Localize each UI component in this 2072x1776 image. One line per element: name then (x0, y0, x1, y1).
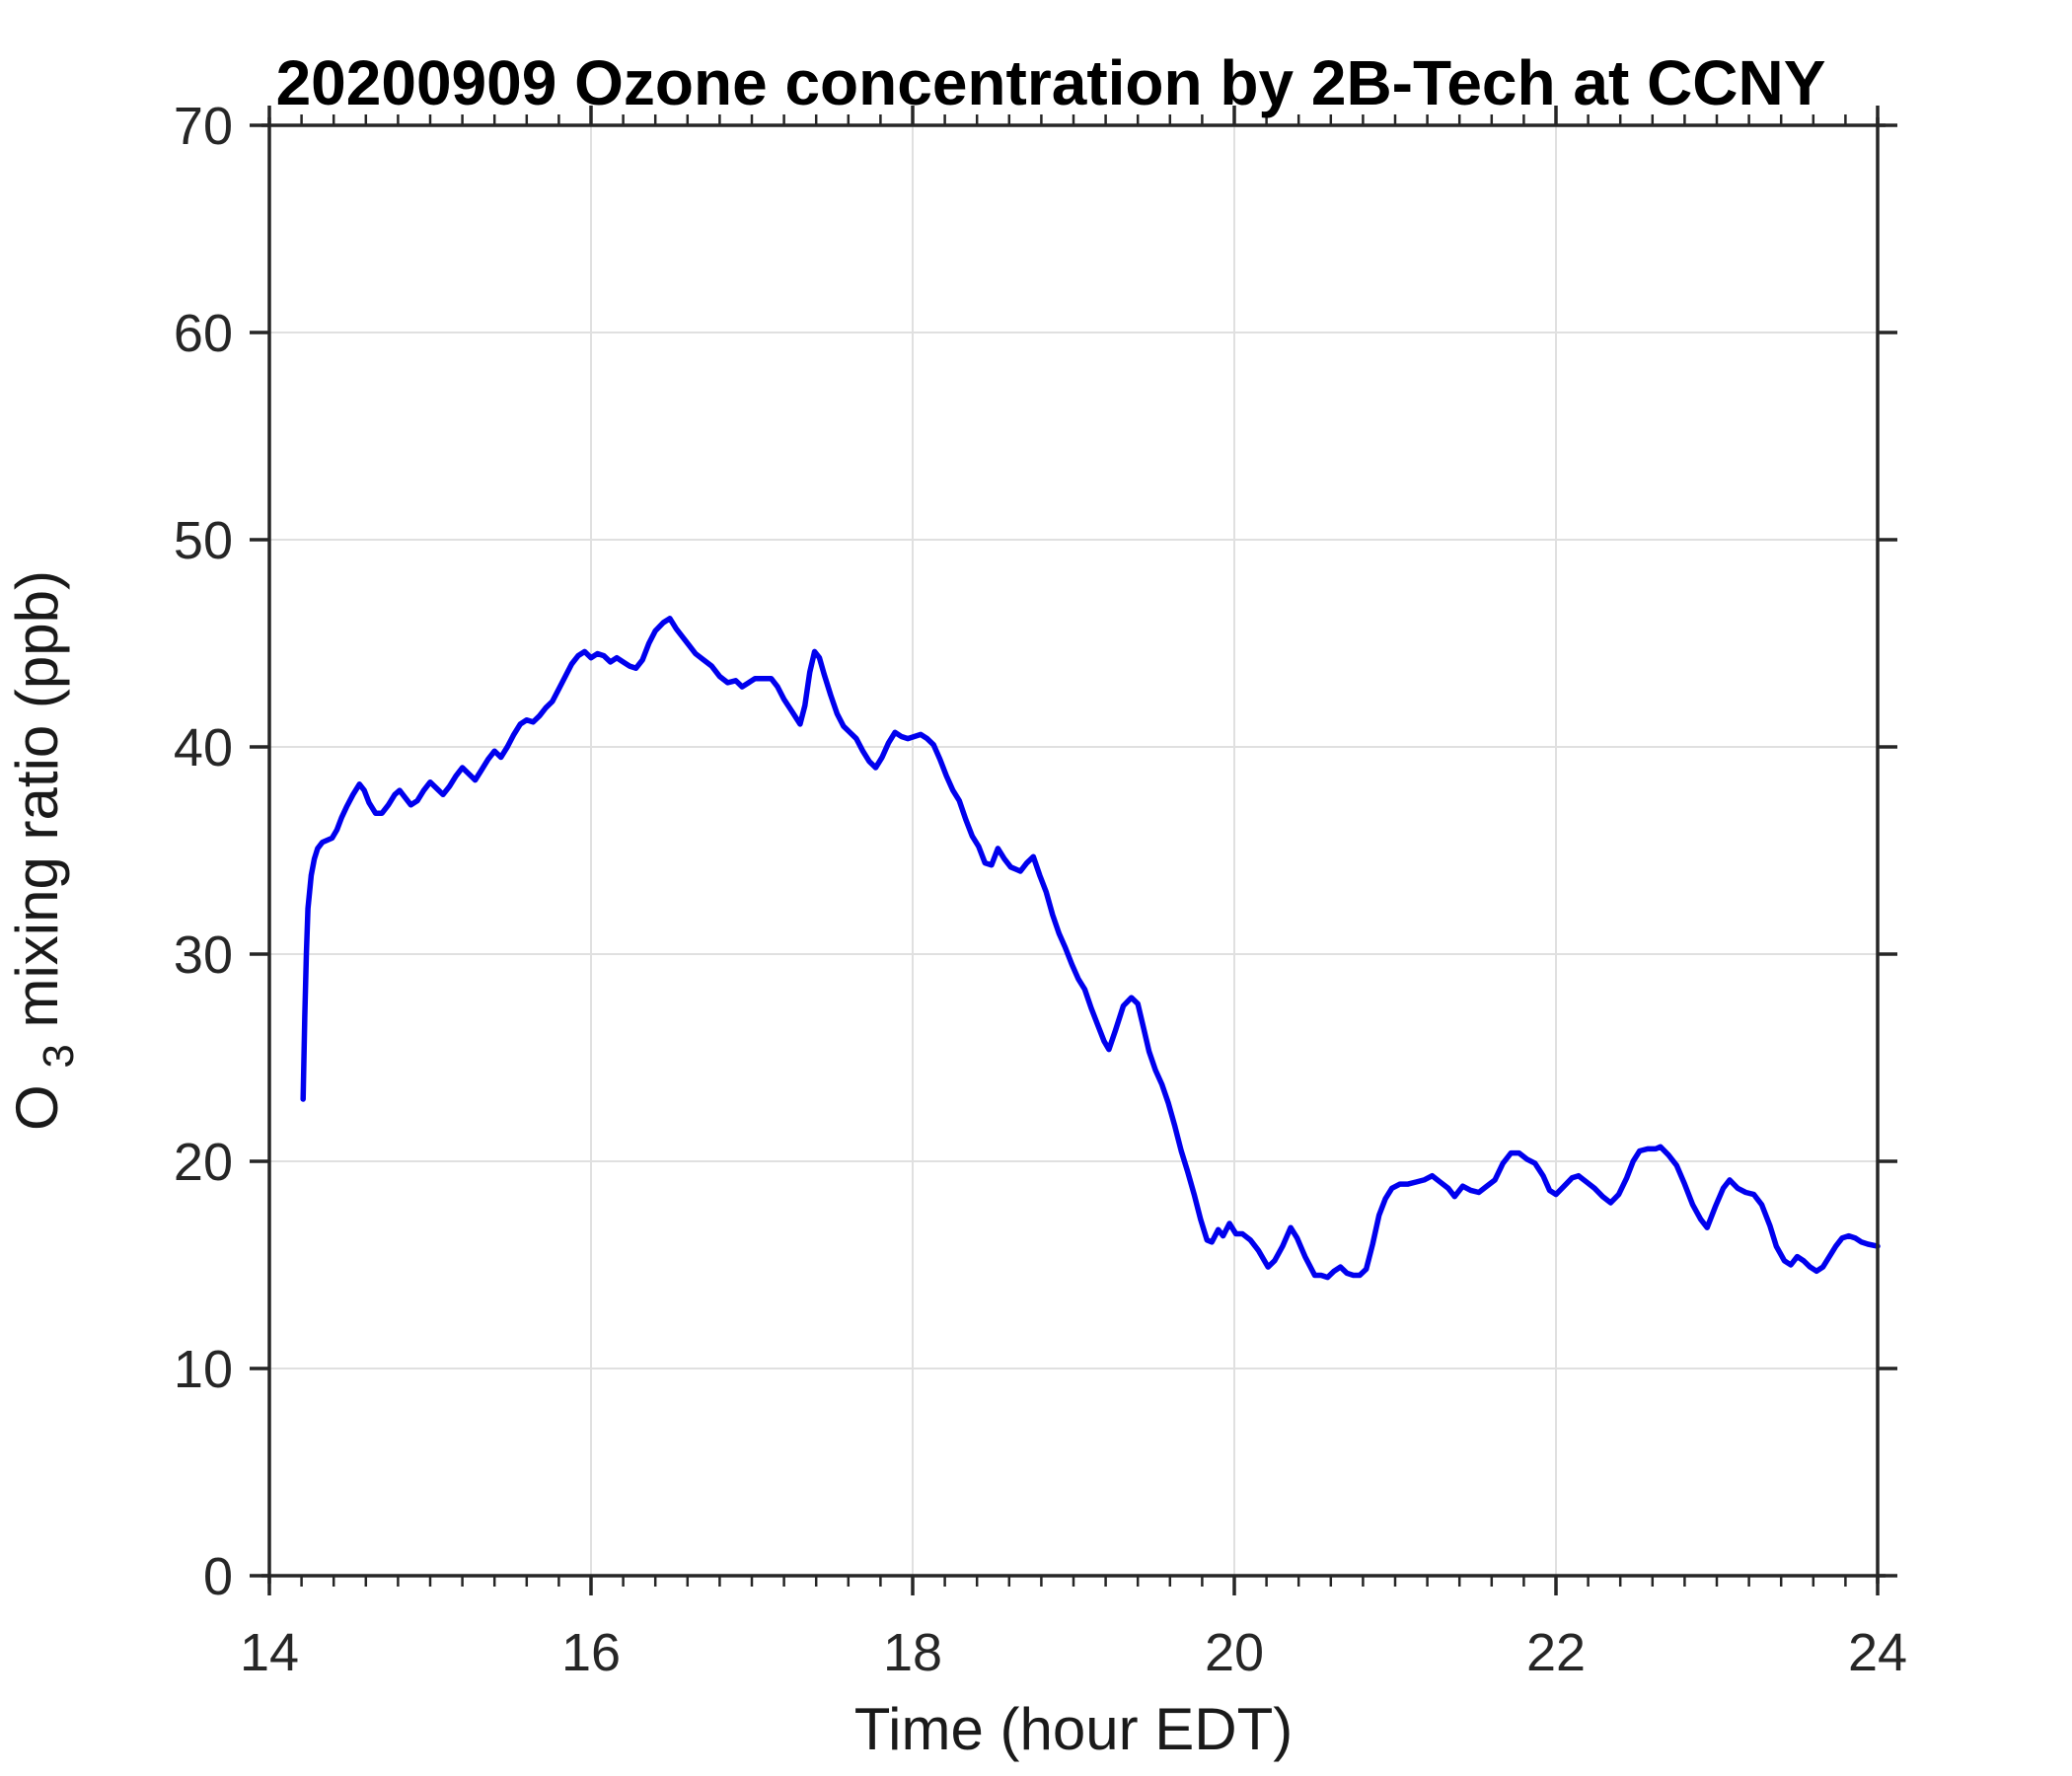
x-tick-label: 18 (883, 1623, 942, 1682)
x-axis-label: Time (hour EDT) (854, 1696, 1294, 1762)
y-tick-label: 20 (174, 1133, 233, 1192)
y-tick-label: 70 (174, 97, 233, 156)
y-tick-label: 30 (174, 925, 233, 985)
x-tick-label: 14 (240, 1623, 299, 1682)
major-ticks (250, 106, 1897, 1595)
y-tick-label: 10 (174, 1340, 233, 1399)
gridlines (269, 125, 1878, 1576)
x-tick-label: 20 (1205, 1623, 1264, 1682)
y-axis-label-rest: mixing ratio (ppb) (4, 570, 70, 1028)
x-minor-ticks (300, 114, 1847, 1587)
y-tick-labels: 0 10 20 30 40 50 60 70 (174, 97, 233, 1606)
y-axis-label-main: O (4, 1084, 70, 1131)
y-tick-label: 50 (174, 511, 233, 570)
x-tick-label: 22 (1526, 1623, 1586, 1682)
y-tick-label: 60 (174, 304, 233, 363)
x-tick-labels: 14 16 18 20 22 24 (240, 1623, 1907, 1682)
x-tick-label: 16 (561, 1623, 621, 1682)
chart-title: 20200909 Ozone concentration by 2B-Tech … (276, 47, 1826, 118)
y-axis-label-subscript: 3 (35, 1044, 83, 1068)
y-tick-label: 0 (203, 1547, 233, 1606)
ozone-series-line (300, 616, 1881, 1281)
axes-box (261, 117, 1886, 1584)
y-axis-label: O 3 mixing ratio (ppb) (4, 570, 86, 1131)
y-tick-label: 40 (174, 718, 233, 777)
x-tick-label: 24 (1848, 1623, 1907, 1682)
